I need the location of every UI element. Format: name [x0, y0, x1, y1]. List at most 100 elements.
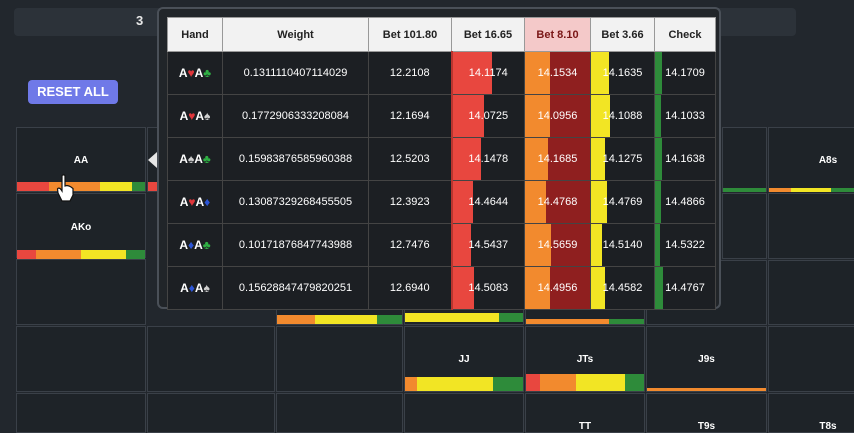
strategy-bar	[526, 319, 644, 324]
hand-cell: A♥A♣	[167, 51, 223, 95]
bet-8-cell-value: 14.0956	[537, 110, 578, 122]
table-row: A♠A♣ 0.15983876585960388 12.5203 14.1478 14.…	[167, 137, 716, 181]
range-cell-empty[interactable]	[768, 326, 854, 392]
range-cell-a8s[interactable]: A8s	[768, 127, 854, 192]
suit-icon: ♥	[187, 66, 195, 80]
check-cell-value: 14.4767	[665, 282, 705, 294]
check-cell-value: 14.1638	[665, 153, 705, 165]
strategy-fill	[525, 52, 550, 94]
suit-icon: ♦	[204, 195, 211, 209]
range-cell-empty[interactable]	[404, 393, 524, 433]
col-header-bet-101[interactable]: Bet 101.80	[368, 17, 452, 52]
strategy-fill	[452, 267, 474, 309]
reset-all-button[interactable]: RESET ALL	[28, 80, 118, 104]
cell-label: T8s	[819, 421, 837, 432]
bet-16-cell-value: 14.1478	[468, 153, 509, 165]
check-cell-value: 14.1033	[665, 110, 705, 122]
cell-label: T9s	[697, 421, 716, 432]
weight-cell: 0.13087329268455505	[222, 180, 369, 224]
col-header-hand[interactable]: Hand	[167, 17, 223, 52]
range-cell-empty[interactable]	[147, 326, 275, 392]
rank-label: A	[179, 109, 189, 123]
range-cell-t9s[interactable]: T9s	[646, 393, 767, 433]
weight-cell: 0.15983876585960388	[222, 137, 369, 181]
bet-3-cell-value: 14.4769	[602, 196, 643, 208]
range-cell-aa[interactable]: AA	[16, 127, 146, 192]
strategy-fill	[452, 95, 484, 137]
range-cell-empty[interactable]	[276, 393, 403, 433]
rank-label: A	[179, 195, 189, 209]
col-header-bet-3[interactable]: Bet 3.66	[590, 17, 655, 52]
strategy-fill	[655, 181, 661, 223]
weight-cell-value: 0.15628847479820251	[238, 282, 353, 294]
strategy-fill	[655, 267, 664, 309]
range-cell-empty[interactable]	[16, 393, 146, 433]
bet-8-cell: 14.4768	[524, 180, 591, 224]
hand-cell: A♥A♦	[167, 180, 223, 224]
range-cell-empty[interactable]	[16, 259, 146, 325]
range-cell-empty[interactable]	[768, 260, 854, 325]
strategy-fill	[591, 181, 608, 223]
suit-icon: ♦	[188, 281, 195, 295]
bet-8-cell-value: 14.5659	[537, 239, 578, 251]
check-cell-value: 14.1709	[665, 67, 705, 79]
strategy-fill	[525, 181, 546, 223]
strategy-bar	[769, 188, 854, 192]
bet-3-cell: 14.5140	[590, 223, 655, 267]
range-cell-j9s[interactable]: J9s	[646, 326, 767, 392]
cell-label: JJ	[458, 354, 470, 365]
cell-label: A8s	[818, 155, 838, 166]
bet-16-cell: 14.5083	[451, 266, 525, 310]
table-row: A♥A♠ 0.1772906333208084 12.1694 14.0725 14.0…	[167, 94, 716, 138]
suit-icon: ♣	[203, 66, 212, 80]
col-header-bet-8-selected[interactable]: Bet 8.10	[524, 17, 591, 52]
range-cell-jts[interactable]: JTs	[525, 326, 645, 392]
bet-8-cell-value: 14.1534	[537, 67, 578, 79]
table-row: A♦A♣ 0.10171876847743988 12.7476 14.5437 14.…	[167, 223, 716, 267]
strategy-fill	[452, 181, 473, 223]
range-cell-jj[interactable]: JJ	[404, 326, 524, 392]
bet-101-cell: 12.7476	[368, 223, 453, 267]
bet-101-cell-value: 12.7476	[389, 239, 430, 251]
rank-label: A	[194, 281, 204, 295]
cell-label: JTs	[576, 354, 594, 365]
strategy-fill	[525, 138, 548, 180]
range-cell-empty[interactable]	[16, 326, 146, 392]
col-header-check[interactable]: Check	[654, 17, 716, 52]
range-cell-empty[interactable]	[768, 193, 854, 259]
bet-3-cell: 14.1635	[590, 51, 655, 95]
rank-label: A	[195, 195, 205, 209]
strategy-fill	[655, 95, 661, 137]
suit-icon: ♣	[202, 238, 211, 252]
cell-label: TT	[578, 421, 592, 432]
range-cell-empty[interactable]	[276, 326, 403, 392]
col-header-bet-16[interactable]: Bet 16.65	[451, 17, 525, 52]
range-cell-t8s[interactable]: T8s	[768, 393, 854, 433]
bet-8-cell: 14.4956	[524, 266, 591, 310]
bet-3-cell: 14.4769	[590, 180, 655, 224]
range-cell-empty[interactable]	[722, 127, 767, 192]
table-row: A♥A♦ 0.13087329268455505 12.3923 14.4644 14.…	[167, 180, 716, 224]
bet-16-cell: 14.5437	[451, 223, 525, 267]
bet-101-cell-value: 12.2108	[389, 67, 430, 79]
strategy-fill	[452, 138, 482, 180]
range-cell-ako[interactable]: AKo	[16, 193, 146, 259]
strategy-fill	[655, 52, 663, 94]
bet-101-cell-value: 12.3923	[389, 196, 430, 208]
range-cell-empty[interactable]	[147, 393, 275, 433]
bet-3-cell-value: 14.5140	[602, 239, 643, 251]
rank-label: A	[179, 152, 188, 166]
strategy-bar	[17, 182, 145, 191]
hand-cursor-icon	[56, 174, 74, 202]
rank-label: A	[179, 238, 188, 252]
weight-cell-value: 0.13087329268455505	[238, 196, 353, 208]
range-cell-empty[interactable]	[722, 193, 767, 259]
suit-icon: ♣	[202, 152, 211, 166]
bet-3-cell-value: 14.4582	[602, 282, 643, 294]
bet-16-cell: 14.1478	[451, 137, 525, 181]
check-cell-value: 14.4866	[665, 196, 705, 208]
strategy-bar	[647, 388, 766, 391]
strategy-bar	[277, 315, 402, 324]
range-cell-tt[interactable]: TT	[525, 393, 645, 433]
col-header-weight[interactable]: Weight	[222, 17, 369, 52]
